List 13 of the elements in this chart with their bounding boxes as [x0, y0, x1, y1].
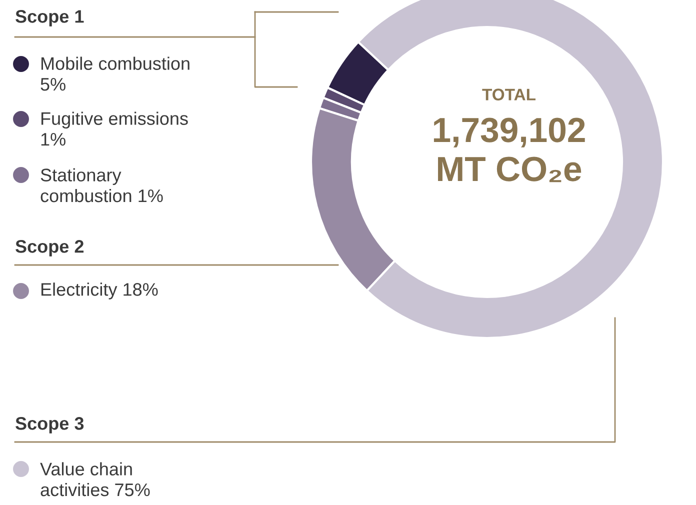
- legend-label: Fugitive emissions: [41, 112, 188, 129]
- data-label: 5%: [40, 78, 66, 91]
- data-label: 1%: [41, 133, 66, 146]
- text: Scope 3: [16, 417, 84, 434]
- legend-label: Value chain activities 75%: [40, 462, 150, 496]
- text: 1,739,102: [434, 118, 585, 148]
- text: TOTAL: [482, 88, 536, 100]
- text: Scope 2: [16, 240, 84, 256]
- legend-label: Mobile combustion: [41, 56, 190, 70]
- text: MT CO₂e: [438, 156, 582, 182]
- legend-label: Stationary combustion 1%: [40, 168, 163, 202]
- legend-label: Electricity 18%: [41, 282, 158, 300]
- text: Scope 1: [16, 10, 84, 26]
